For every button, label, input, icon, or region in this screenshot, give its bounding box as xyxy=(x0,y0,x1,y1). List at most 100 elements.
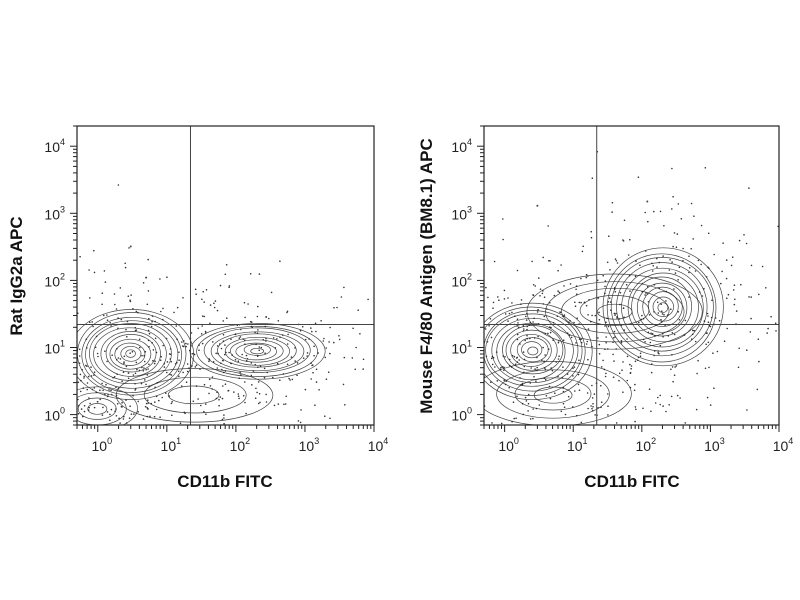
event-dot xyxy=(129,299,131,302)
event-dot xyxy=(279,260,281,263)
event-dot xyxy=(169,348,172,350)
event-dot xyxy=(222,333,225,336)
event-dot xyxy=(648,314,651,316)
event-dot xyxy=(503,366,505,369)
event-dot xyxy=(748,296,750,298)
event-dot xyxy=(662,255,664,257)
event-dot xyxy=(620,341,623,344)
event-dot xyxy=(668,269,671,271)
event-dot xyxy=(88,269,90,271)
event-dot xyxy=(612,426,614,428)
event-dot xyxy=(591,345,593,348)
event-dot xyxy=(659,344,662,347)
contour-line xyxy=(210,331,305,372)
event-dot xyxy=(203,315,206,318)
event-dot xyxy=(147,399,149,402)
event-dot xyxy=(562,402,565,405)
event-dot xyxy=(233,391,235,393)
event-dot xyxy=(147,408,149,410)
event-dot xyxy=(518,463,520,465)
event-dot xyxy=(145,368,147,371)
event-dot xyxy=(614,291,617,293)
event-dot xyxy=(557,358,560,360)
event-dot xyxy=(296,374,298,377)
event-dot xyxy=(598,353,601,355)
event-dot xyxy=(738,347,740,350)
event-dot xyxy=(618,379,620,382)
event-dot xyxy=(160,310,162,313)
event-dot xyxy=(304,338,307,341)
event-dot xyxy=(147,329,150,332)
event-dot xyxy=(128,247,130,249)
event-dot xyxy=(515,417,517,420)
event-dot xyxy=(123,436,125,438)
event-dot xyxy=(653,311,655,313)
event-dot xyxy=(80,408,83,410)
event-dot xyxy=(592,403,594,405)
x-tick-label: 103 xyxy=(704,436,725,454)
event-dot xyxy=(518,359,520,361)
event-dot xyxy=(713,387,715,390)
event-dot xyxy=(662,405,664,407)
event-dot xyxy=(145,402,148,405)
event-dot xyxy=(563,285,565,287)
event-dot xyxy=(146,303,149,306)
event-dot xyxy=(544,378,547,381)
event-dot xyxy=(92,325,94,328)
event-dot xyxy=(581,250,584,253)
event-dot xyxy=(720,282,722,285)
event-dot xyxy=(194,366,197,368)
event-dot xyxy=(607,393,609,395)
event-dot xyxy=(718,319,721,322)
event-dot xyxy=(516,395,518,398)
event-dot xyxy=(355,346,357,349)
event-dot xyxy=(663,225,665,227)
event-dot xyxy=(152,349,155,351)
contour-line xyxy=(510,333,552,367)
contour-line xyxy=(597,303,633,320)
event-dot xyxy=(211,376,214,378)
event-dot xyxy=(286,310,289,313)
event-dot xyxy=(534,435,536,437)
event-dot xyxy=(221,418,224,421)
event-dot xyxy=(224,273,227,276)
event-dot xyxy=(704,167,707,169)
event-dot xyxy=(120,318,123,321)
event-dot xyxy=(153,415,156,418)
event-dot xyxy=(634,360,637,363)
event-dot xyxy=(0,282,1,284)
contour-line xyxy=(105,334,157,373)
event-dot xyxy=(102,406,104,409)
event-dot xyxy=(535,380,537,383)
event-dot xyxy=(86,388,88,391)
event-dot xyxy=(115,386,117,389)
event-dot xyxy=(644,211,646,214)
event-dot xyxy=(485,355,488,358)
event-dot xyxy=(140,438,142,440)
event-dot xyxy=(222,320,224,322)
event-dot xyxy=(67,352,69,354)
x-tick-label: 103 xyxy=(299,436,320,454)
event-dot xyxy=(265,401,268,403)
event-dot xyxy=(413,354,415,356)
contour-line xyxy=(610,257,714,357)
event-dot xyxy=(79,373,82,376)
event-dot xyxy=(607,414,609,416)
event-dot xyxy=(494,437,496,439)
event-dot xyxy=(549,260,551,262)
contour-line xyxy=(561,287,670,334)
event-dot xyxy=(606,261,609,264)
event-dot xyxy=(277,320,280,322)
event-dot xyxy=(646,285,649,288)
event-dot xyxy=(492,356,495,359)
event-dot xyxy=(414,317,416,319)
outlier-dot xyxy=(129,245,132,248)
event-dot xyxy=(200,333,203,335)
event-dot xyxy=(116,403,119,405)
event-dot xyxy=(525,319,528,321)
event-dot xyxy=(134,388,137,390)
event-dot xyxy=(577,373,580,376)
event-dot xyxy=(187,343,189,345)
event-dot xyxy=(284,403,287,405)
event-dot xyxy=(502,238,504,241)
